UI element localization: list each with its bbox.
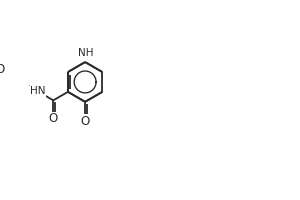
Text: HN: HN bbox=[30, 86, 45, 96]
Text: O: O bbox=[49, 112, 58, 125]
Text: O: O bbox=[80, 115, 90, 128]
Text: O: O bbox=[0, 63, 4, 76]
Text: NH: NH bbox=[78, 48, 94, 58]
